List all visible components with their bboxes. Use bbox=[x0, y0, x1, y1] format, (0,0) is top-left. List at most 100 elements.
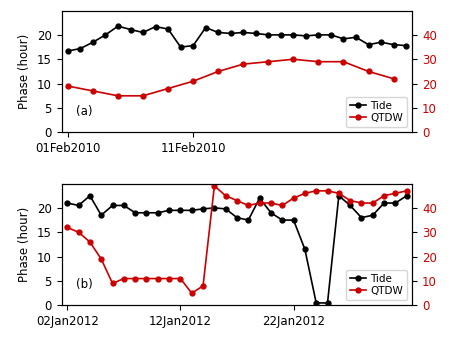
QTDW bbox=[365, 69, 371, 74]
QTDW bbox=[404, 189, 410, 193]
Tide bbox=[78, 46, 83, 51]
QTDW bbox=[268, 201, 274, 205]
Tide bbox=[279, 218, 285, 222]
QTDW bbox=[166, 277, 172, 281]
QTDW bbox=[155, 277, 161, 281]
QTDW bbox=[359, 201, 365, 205]
Tide bbox=[359, 216, 365, 220]
Tide bbox=[153, 25, 158, 29]
QTDW bbox=[391, 77, 396, 81]
QTDW bbox=[223, 194, 228, 198]
Tide bbox=[115, 24, 121, 28]
Legend: Tide, QTDW: Tide, QTDW bbox=[346, 97, 407, 127]
Tide bbox=[76, 203, 82, 207]
Tide bbox=[166, 208, 172, 212]
QTDW bbox=[99, 257, 104, 261]
QTDW bbox=[109, 282, 115, 286]
QTDW bbox=[121, 277, 127, 281]
QTDW bbox=[381, 194, 387, 198]
Tide bbox=[190, 44, 196, 48]
Tide bbox=[381, 201, 387, 205]
QTDW bbox=[215, 69, 221, 74]
QTDW bbox=[76, 230, 82, 234]
Tide bbox=[365, 42, 371, 47]
QTDW bbox=[336, 191, 342, 196]
QTDW bbox=[313, 189, 319, 193]
Text: (a): (a) bbox=[76, 105, 92, 118]
Tide bbox=[353, 35, 359, 39]
Tide bbox=[228, 31, 234, 35]
Tide bbox=[165, 27, 171, 31]
Tide bbox=[140, 30, 146, 34]
QTDW bbox=[370, 201, 375, 205]
Tide bbox=[268, 211, 274, 215]
Tide bbox=[291, 218, 296, 222]
QTDW bbox=[190, 79, 196, 83]
Tide bbox=[178, 45, 183, 49]
Tide bbox=[303, 34, 309, 38]
Tide bbox=[99, 213, 104, 217]
Tide bbox=[325, 301, 330, 305]
Tide bbox=[87, 194, 93, 198]
QTDW bbox=[90, 89, 96, 93]
Tide bbox=[234, 216, 240, 220]
QTDW bbox=[87, 240, 93, 244]
Tide bbox=[278, 33, 283, 37]
Tide bbox=[132, 211, 138, 215]
QTDW bbox=[200, 284, 206, 288]
Tide bbox=[302, 247, 308, 251]
QTDW bbox=[211, 184, 217, 188]
Tide bbox=[316, 33, 321, 37]
Tide bbox=[392, 201, 398, 205]
Tide bbox=[215, 30, 221, 34]
QTDW bbox=[302, 191, 308, 196]
QTDW bbox=[64, 225, 70, 230]
QTDW bbox=[279, 203, 285, 207]
Tide bbox=[109, 203, 115, 207]
QTDW bbox=[144, 277, 149, 281]
Tide bbox=[240, 30, 246, 34]
Line: QTDW: QTDW bbox=[65, 184, 409, 296]
Tide bbox=[404, 194, 410, 198]
Tide bbox=[291, 33, 296, 37]
QTDW bbox=[189, 291, 195, 295]
QTDW bbox=[132, 277, 138, 281]
QTDW bbox=[291, 196, 296, 200]
Tide bbox=[121, 203, 127, 207]
QTDW bbox=[316, 60, 321, 64]
Tide bbox=[200, 207, 206, 211]
Tide bbox=[211, 206, 217, 210]
Tide bbox=[223, 207, 228, 211]
Tide bbox=[403, 44, 409, 48]
QTDW bbox=[325, 189, 330, 193]
QTDW bbox=[291, 57, 296, 61]
Line: Tide: Tide bbox=[65, 24, 409, 53]
Tide bbox=[203, 26, 209, 30]
QTDW bbox=[257, 201, 263, 205]
Text: (b): (b) bbox=[76, 278, 92, 291]
Legend: Tide, QTDW: Tide, QTDW bbox=[346, 270, 407, 300]
Tide bbox=[253, 31, 259, 35]
Tide bbox=[155, 211, 161, 215]
Tide bbox=[347, 203, 353, 207]
QTDW bbox=[65, 84, 71, 88]
Tide bbox=[391, 42, 396, 47]
Tide bbox=[65, 49, 71, 53]
QTDW bbox=[165, 86, 171, 91]
Tide bbox=[128, 27, 133, 32]
Tide bbox=[102, 33, 108, 37]
QTDW bbox=[246, 203, 251, 207]
QTDW bbox=[140, 94, 146, 98]
QTDW bbox=[392, 191, 398, 196]
QTDW bbox=[347, 198, 353, 203]
Tide bbox=[64, 201, 70, 205]
Y-axis label: Phase (hour): Phase (hour) bbox=[18, 207, 31, 282]
Line: QTDW: QTDW bbox=[65, 57, 396, 98]
Tide bbox=[336, 194, 342, 198]
Tide bbox=[370, 213, 375, 217]
Tide bbox=[144, 211, 149, 215]
Y-axis label: Phase (hour): Phase (hour) bbox=[18, 34, 31, 109]
Tide bbox=[189, 208, 195, 212]
Tide bbox=[178, 208, 183, 212]
QTDW bbox=[115, 94, 121, 98]
